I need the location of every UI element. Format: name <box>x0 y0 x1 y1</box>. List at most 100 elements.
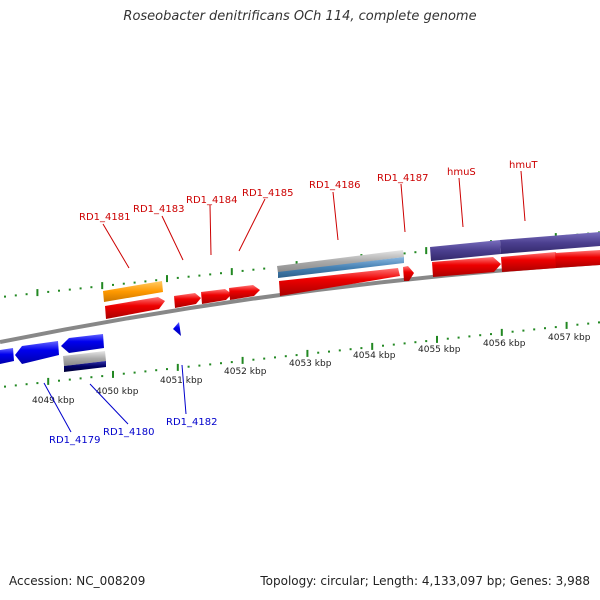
forward-leaders <box>102 170 526 269</box>
minor-tick <box>112 283 114 286</box>
minor-tick <box>58 289 60 292</box>
gene-arrow-rd1-4186[interactable] <box>279 268 400 296</box>
major-tick <box>176 363 179 371</box>
minor-tick <box>349 348 352 351</box>
label-rd1-4179[interactable]: RD1_4179 <box>49 435 100 446</box>
lower-tick-track <box>4 321 600 388</box>
minor-tick <box>360 347 363 350</box>
gene-arrow-rd1-4179b[interactable] <box>61 334 104 353</box>
scale-label-4050: 4050 kbp <box>96 387 139 397</box>
minor-tick <box>47 290 50 293</box>
grey-feature-4186 <box>277 250 404 273</box>
label-rd1-4184[interactable]: RD1_4184 <box>186 195 237 206</box>
minor-tick <box>187 365 190 368</box>
minor-tick <box>274 356 276 359</box>
gene-arrow-rd1-4182[interactable] <box>173 322 181 336</box>
minor-tick <box>554 326 557 329</box>
major-tick <box>230 268 233 276</box>
minor-tick <box>544 327 546 330</box>
gene-arrow-hmut[interactable] <box>501 252 557 272</box>
minor-tick <box>425 340 428 343</box>
gene-arrow-rd1-4181[interactable] <box>105 297 165 319</box>
minor-tick <box>468 335 471 338</box>
label-rd1-4182[interactable]: RD1_4182 <box>166 417 217 428</box>
minor-tick <box>241 269 244 272</box>
minor-tick <box>25 293 28 296</box>
minor-tick <box>414 251 417 254</box>
minor-tick <box>4 385 6 388</box>
gene-arrow-rd1-4183[interactable] <box>174 293 201 308</box>
minor-tick <box>392 343 395 346</box>
minor-tick <box>187 275 190 278</box>
minor-tick <box>25 383 28 386</box>
minor-tick <box>166 368 168 371</box>
major-tick <box>36 289 39 297</box>
minor-tick <box>587 322 590 325</box>
minor-tick <box>598 321 600 324</box>
label-rd1-4185[interactable]: RD1_4185 <box>242 188 293 199</box>
reverse-leaders <box>43 364 187 433</box>
minor-tick <box>533 328 536 331</box>
map-title: Roseobacter denitrificans OCh 114, compl… <box>123 9 477 24</box>
orange-feature <box>103 281 163 302</box>
minor-tick <box>263 267 266 270</box>
minor-tick <box>522 329 525 332</box>
minor-tick <box>68 378 71 381</box>
minor-tick <box>295 354 298 357</box>
minor-tick <box>79 377 82 380</box>
minor-tick <box>176 276 179 279</box>
minor-tick <box>144 370 147 373</box>
minor-tick <box>133 281 136 284</box>
minor-tick <box>209 363 212 366</box>
minor-tick <box>457 336 460 339</box>
minor-tick <box>328 350 330 353</box>
scale-label-4056: 4056 kbp <box>483 339 526 349</box>
minor-tick <box>252 358 255 361</box>
minor-tick <box>122 282 125 285</box>
label-rd1-4183[interactable]: RD1_4183 <box>133 204 184 215</box>
minor-tick <box>14 294 17 297</box>
minor-tick <box>101 375 104 378</box>
scale-label-4052: 4052 kbp <box>224 367 267 377</box>
minor-tick <box>220 362 222 365</box>
minor-tick <box>198 274 201 277</box>
gene-arrow-rd1-4179[interactable] <box>15 341 59 364</box>
gene-arrow-next[interactable] <box>555 250 600 268</box>
minor-tick <box>144 280 147 283</box>
major-tick <box>306 349 309 357</box>
label-rd1-4180[interactable]: RD1_4180 <box>103 427 154 438</box>
minor-tick <box>263 357 266 360</box>
minor-tick <box>90 286 93 289</box>
minor-tick <box>576 323 579 326</box>
major-tick <box>371 342 374 350</box>
navy-feature-4180 <box>64 361 106 372</box>
label-hmus[interactable]: hmuS <box>447 167 476 178</box>
major-tick <box>436 335 438 343</box>
gene-arrow-rd1-4184[interactable] <box>201 289 232 304</box>
minor-tick <box>155 369 158 372</box>
major-tick <box>112 370 114 378</box>
major-tick <box>500 328 503 336</box>
gene-arrow-rd1-4187[interactable] <box>403 266 414 281</box>
gene-arrow-left-edge[interactable] <box>0 348 14 364</box>
gene-arrow-rd1-4185[interactable] <box>229 285 260 300</box>
minor-tick <box>403 252 406 255</box>
label-hmut[interactable]: hmuT <box>509 160 538 171</box>
minor-tick <box>252 268 255 271</box>
minor-tick <box>403 342 406 345</box>
minor-tick <box>284 355 287 358</box>
scale-label-4051: 4051 kbp <box>160 376 203 386</box>
minor-tick <box>36 382 39 385</box>
gene-arrow-hmus[interactable] <box>432 257 501 277</box>
label-rd1-4187[interactable]: RD1_4187 <box>377 173 428 184</box>
grey-feature-4180 <box>63 351 106 366</box>
minor-tick <box>220 272 222 275</box>
scale-label-4054: 4054 kbp <box>353 351 396 361</box>
major-tick <box>425 247 428 255</box>
label-rd1-4181[interactable]: RD1_4181 <box>79 212 130 223</box>
major-tick <box>166 275 168 283</box>
minor-tick <box>133 371 136 374</box>
label-rd1-4186[interactable]: RD1_4186 <box>309 180 360 191</box>
minor-tick <box>230 361 233 364</box>
